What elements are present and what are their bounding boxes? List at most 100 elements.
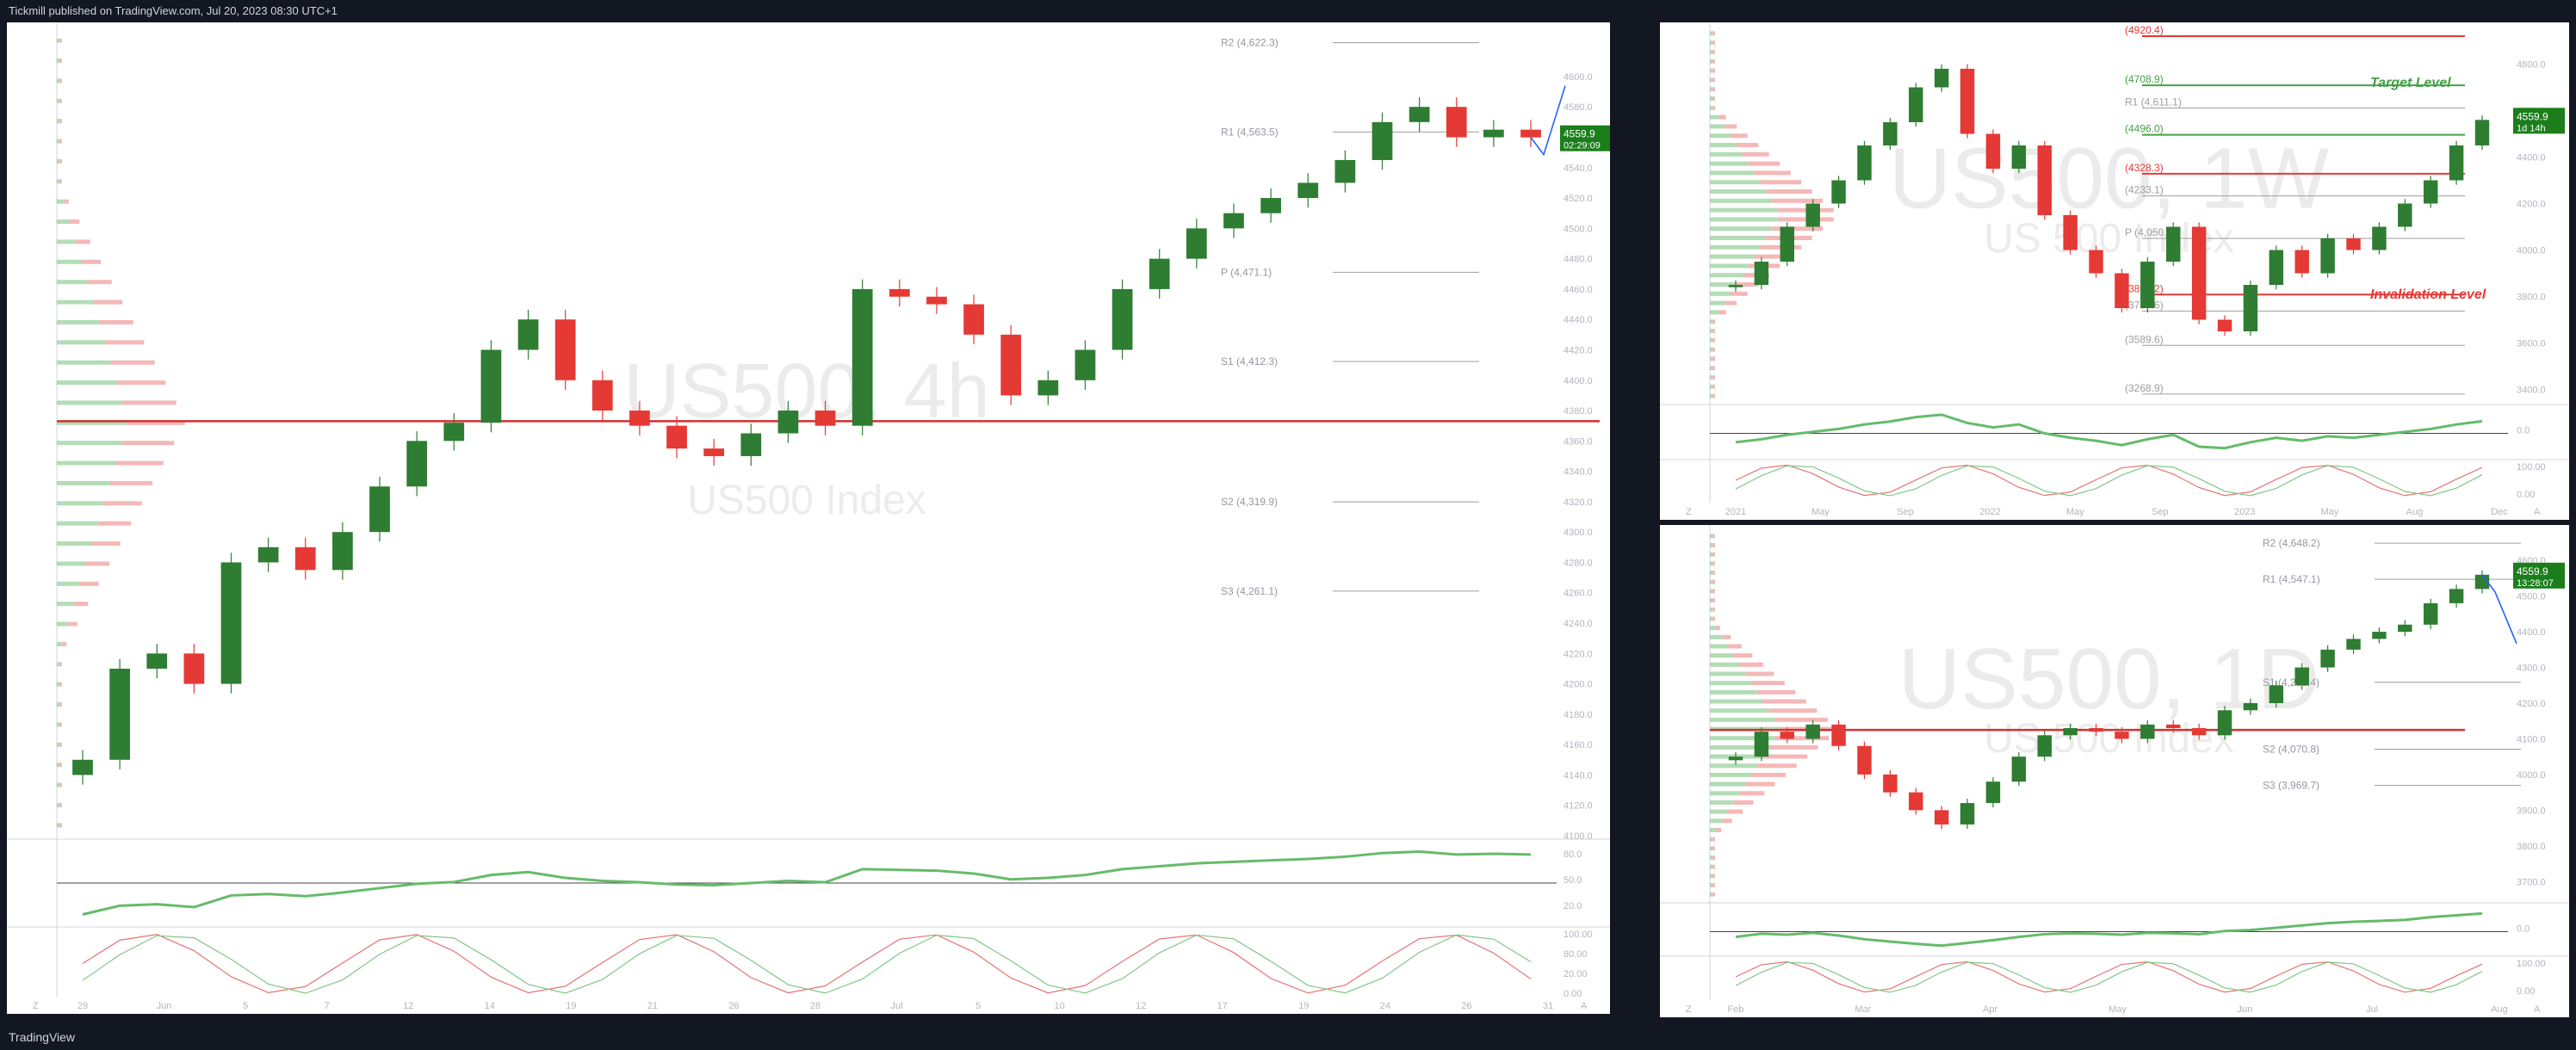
time-axis-label: Dec: [2491, 507, 2508, 517]
volume-profile-buy-bar: [1710, 170, 1755, 176]
volume-profile-sell-bar: [1725, 300, 1737, 306]
volume-profile-buy-bar: [1710, 598, 1713, 603]
volume-profile-buy-bar: [1710, 77, 1713, 83]
rsi-line: [1735, 911, 2483, 948]
volume-profile-sell-bar: [1739, 662, 1763, 667]
volume-profile-sell-bar: [1778, 207, 1834, 213]
rsi-axis-label: 20.0: [1564, 901, 1582, 911]
price-axis-label: 3800.0: [2517, 293, 2546, 303]
candle-body: [666, 425, 687, 449]
price-axis-label: 4220.0: [1564, 649, 1593, 659]
volume-profile-buy-bar: [1710, 634, 1722, 639]
volume-profile-sell-bar: [1727, 809, 1743, 814]
price-axis-label: 4320.0: [1564, 497, 1593, 508]
volume-profile-sell-bar: [79, 581, 99, 586]
candle-body: [1074, 349, 1096, 380]
time-axis-label: 12: [1136, 1001, 1146, 1011]
volume-profile-sell-bar: [1712, 855, 1715, 860]
volume-profile-sell-bar: [1760, 180, 1802, 185]
time-axis-label: Sep: [2152, 507, 2169, 517]
candle-body: [2243, 285, 2258, 331]
volume-profile-sell-bar: [1772, 226, 1824, 232]
pivot-label: S3 (4,261.1): [1221, 585, 1278, 597]
candle-body: [814, 411, 836, 426]
volume-profile-buy-bar: [1710, 671, 1745, 676]
volume-profile-sell-bar: [115, 460, 164, 466]
chart-panel-daily[interactable]: US500, 1D US 500 Index 4600.0 4500.0 4400.0 4…: [1660, 525, 2569, 1017]
candle-body: [2115, 732, 2129, 739]
tradingview-logo[interactable]: TradingView: [9, 1030, 76, 1044]
time-axis-label: Sep: [1897, 507, 1914, 517]
volume-profile-sell-bar: [127, 420, 185, 425]
volume-profile-buy-bar: [57, 802, 60, 807]
time-axis-label: 12: [403, 1001, 413, 1011]
volume-profile-buy-bar: [57, 602, 74, 607]
candle-body: [109, 668, 130, 760]
annotation-label: (4920.4): [2125, 24, 2164, 36]
volume-profile-buy-bar: [1710, 161, 1749, 166]
volume-profile-buy-bar: [57, 823, 60, 828]
candle-body: [1409, 107, 1430, 122]
volume-profile-sell-bar: [81, 259, 102, 264]
volume-profile-buy-bar: [1710, 874, 1713, 879]
time-axis-label: 2023: [2234, 507, 2255, 517]
candle-body: [591, 380, 613, 411]
price-axis-label: 4200.0: [2517, 699, 2546, 709]
volume-profile-sell-bar: [1772, 198, 1824, 203]
volume-profile-buy-bar: [1710, 644, 1728, 649]
volume-profile-sell-bar: [1716, 827, 1722, 832]
candle-body: [1780, 226, 1795, 262]
auto-scale-button[interactable]: A: [2534, 507, 2541, 517]
auto-scale-button[interactable]: A: [1581, 1001, 1588, 1011]
volume-profile-sell-bar: [1751, 772, 1786, 777]
volume-profile-buy-bar: [57, 480, 110, 485]
volume-profile-sell-bar: [1712, 356, 1715, 361]
volume-profile-buy-bar: [1710, 198, 1773, 203]
volume-profile-buy-bar: [1710, 607, 1713, 612]
volume-profile-buy-bar: [57, 300, 93, 305]
volume-profile-buy-bar: [1710, 68, 1713, 73]
volume-profile-buy-bar: [1710, 124, 1725, 129]
timezone-button[interactable]: Z: [33, 1001, 39, 1011]
price-axis-label: 4180.0: [1564, 710, 1593, 720]
volume-profile-buy-bar: [1710, 699, 1763, 704]
time-axis-label: May: [2066, 507, 2084, 517]
volume-profile-buy-bar: [1710, 151, 1743, 157]
volume-profile-buy-bar: [1710, 180, 1761, 185]
volume-profile-sell-bar: [1769, 744, 1818, 750]
candle-body: [1909, 87, 1923, 122]
candle-body: [183, 653, 205, 684]
timezone-button[interactable]: Z: [1686, 1004, 1692, 1015]
volume-profile-sell-bar: [1712, 87, 1715, 92]
candle-body: [1883, 774, 1898, 793]
volume-profile-buy-bar: [1710, 263, 1749, 269]
volume-profile-buy-bar: [1710, 273, 1743, 278]
volume-profile-sell-bar: [75, 239, 90, 244]
volume-profile-buy-bar: [1710, 534, 1713, 539]
volume-profile-sell-bar: [59, 702, 62, 707]
price-axis-label: 3900.0: [2517, 806, 2546, 816]
volume-profile-sell-bar: [1748, 161, 1780, 166]
volume-profile-buy-bar: [1710, 653, 1734, 658]
volume-profile-sell-bar: [85, 561, 110, 566]
volume-profile-sell-bar: [1718, 114, 1726, 120]
price-axis-label: 4480.0: [1564, 255, 1593, 265]
volume-profile-buy-bar: [57, 441, 121, 446]
stoch-axis-label: 0.00: [2517, 986, 2535, 997]
volume-profile-sell-bar: [97, 521, 132, 526]
volume-profile-sell-bar: [59, 59, 62, 64]
candle-body: [1934, 68, 1949, 88]
volume-profile-buy-bar: [1710, 800, 1734, 805]
timezone-button[interactable]: Z: [1686, 507, 1692, 517]
auto-scale-button[interactable]: A: [2534, 1004, 2541, 1015]
volume-profile-buy-bar: [57, 460, 116, 466]
price-axis-label: 4200.0: [2517, 200, 2546, 210]
volume-profile-buy-bar: [1710, 717, 1775, 722]
rsi-axis-label: 0.0: [2517, 426, 2530, 436]
candle-body: [1000, 334, 1022, 396]
time-axis-label: May: [2108, 1004, 2127, 1015]
volume-profile-sell-bar: [1712, 864, 1715, 869]
volume-profile-buy-bar: [1710, 579, 1713, 584]
